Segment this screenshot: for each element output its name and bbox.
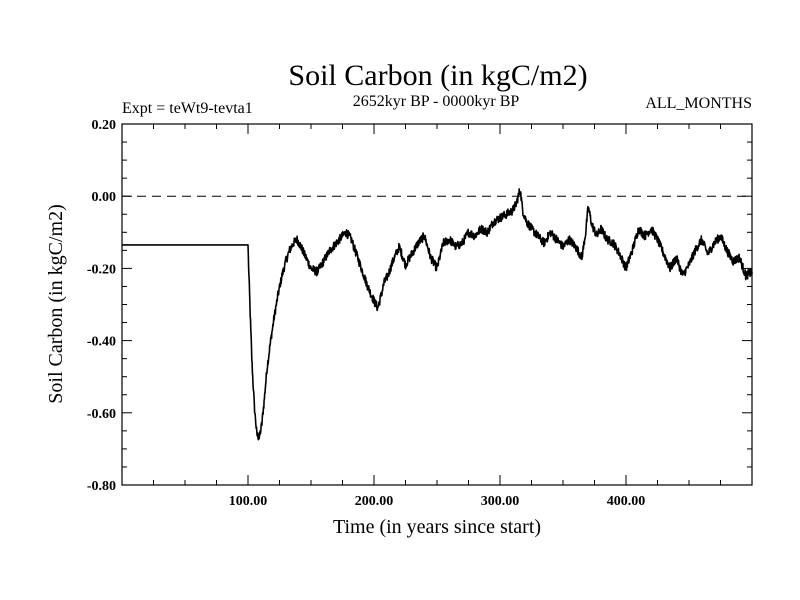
y-axis-label: Soil Carbon (in kgC/m2) xyxy=(45,204,67,403)
plot-frame xyxy=(121,123,753,486)
chart-subtitle: 2652kyr BP - 0000kyr BP xyxy=(353,93,520,110)
x-axis-ticks: 100.00 200.00 300.00 400.00 xyxy=(153,124,721,509)
x-tick-label: 100.00 xyxy=(229,494,268,509)
y-tick-label: -0.80 xyxy=(87,479,116,494)
months-label: ALL_MONTHS xyxy=(645,95,752,112)
y-axis-ticks: -0.80 -0.60 -0.40 -0.20 0.00 0.20 xyxy=(87,118,752,494)
x-tick-label: 200.00 xyxy=(355,494,394,509)
series-group xyxy=(121,188,753,441)
series-line xyxy=(121,188,753,441)
y-tick-label: -0.60 xyxy=(87,407,116,422)
x-tick-label: 300.00 xyxy=(481,494,520,509)
x-axis-label: Time (in years since start) xyxy=(333,516,541,538)
x-tick-label: 400.00 xyxy=(607,494,646,509)
y-tick-label: -0.40 xyxy=(87,335,116,350)
y-tick-label: -0.20 xyxy=(87,262,116,277)
y-tick-label: 0.00 xyxy=(92,190,117,205)
chart-title: Soil Carbon (in kgC/m2) xyxy=(288,59,587,92)
experiment-label: Expt = teWt9-tevta1 xyxy=(122,100,253,117)
y-tick-label: 0.20 xyxy=(92,118,117,133)
